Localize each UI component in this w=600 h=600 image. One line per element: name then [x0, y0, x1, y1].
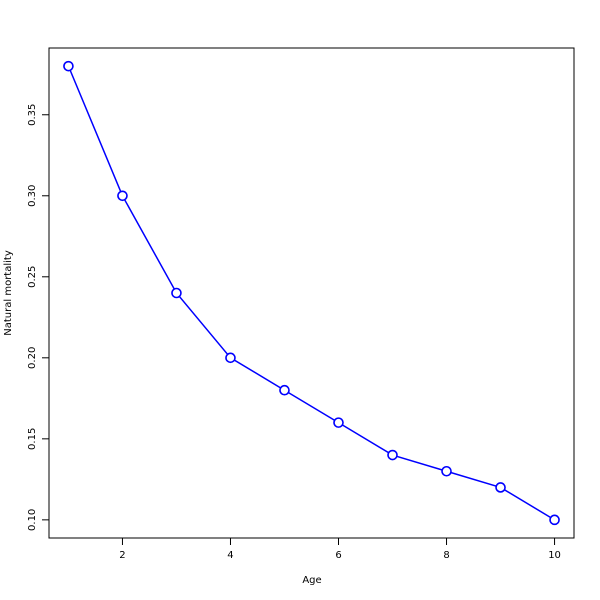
point: [549, 514, 560, 526]
point: [441, 465, 452, 477]
y-tick-label: 0.30: [27, 185, 38, 207]
point: [495, 482, 506, 493]
point: [171, 287, 182, 299]
x-axis-title: Age: [302, 575, 321, 586]
x-tick-label: 8: [443, 550, 449, 561]
y-tick-label: 0.20: [27, 347, 38, 369]
y-tick-label: 0.10: [27, 509, 38, 531]
x-tick-label: 2: [119, 550, 125, 561]
y-tick-label: 0.25: [27, 266, 38, 288]
line: [67, 65, 555, 521]
point: [333, 417, 344, 428]
point: [387, 449, 398, 461]
x-tick-label: 6: [335, 550, 341, 561]
y-tick-label: 0.15: [27, 428, 38, 450]
point: [225, 352, 236, 364]
point: [279, 384, 290, 396]
point: [117, 190, 128, 202]
x-tick-label: 4: [227, 550, 233, 561]
x-tick-label: 10: [548, 550, 561, 561]
point: [63, 60, 74, 72]
plot-frame: [48, 47, 575, 539]
y-tick-label: 0.35: [27, 104, 38, 126]
y-axis-title: Natural mortality: [3, 250, 14, 336]
